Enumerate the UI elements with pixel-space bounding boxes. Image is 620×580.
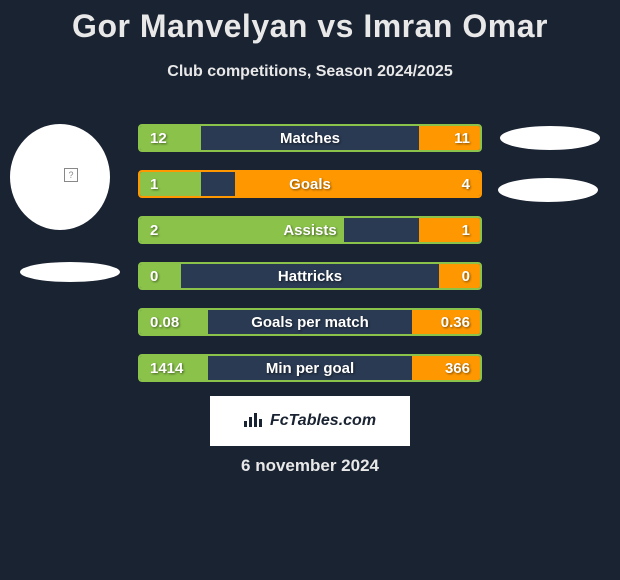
stat-row: 0.080.36Goals per match [138, 308, 482, 336]
stat-value-left: 1 [150, 172, 158, 196]
placeholder-icon: ? [64, 168, 78, 182]
stat-value-left: 12 [150, 126, 167, 150]
bar-right-fill [419, 218, 480, 242]
stat-value-right: 366 [445, 356, 470, 380]
player-left-avatar: ? [10, 124, 110, 230]
stat-label: Hattricks [140, 264, 480, 288]
logo-chart-icon [244, 411, 264, 432]
page-title: Gor Manvelyan vs Imran Omar [0, 0, 620, 45]
stat-row: 21Assists [138, 216, 482, 244]
stat-value-left: 0 [150, 264, 158, 288]
stats-bars: 1211Matches14Goals21Assists00Hattricks0.… [138, 124, 482, 400]
stat-row: 1211Matches [138, 124, 482, 152]
stat-value-left: 2 [150, 218, 158, 242]
stat-value-right: 11 [454, 126, 470, 150]
player-right-shadow-2 [498, 178, 598, 202]
stat-value-right: 4 [462, 172, 470, 196]
bar-right-fill [235, 172, 480, 196]
player-right-shadow-1 [500, 126, 600, 150]
stat-value-left: 1414 [150, 356, 183, 380]
logo-box: FcTables.com [210, 396, 410, 446]
stat-value-right: 0.36 [441, 310, 470, 334]
bar-right-fill [419, 126, 480, 150]
logo-text: FcTables.com [270, 412, 376, 430]
bar-left-fill [140, 218, 344, 242]
stat-row: 14Goals [138, 170, 482, 198]
player-left-shadow [20, 262, 120, 282]
bar-left-fill [140, 264, 181, 288]
stat-value-left: 0.08 [150, 310, 179, 334]
date-text: 6 november 2024 [0, 456, 620, 476]
stat-row: 0 0Hattricks [138, 262, 482, 290]
stat-value-right: 0 [462, 264, 470, 288]
page-subtitle: Club competitions, Season 2024/2025 [0, 63, 620, 81]
stat-value-right: 1 [462, 218, 470, 242]
stat-row: 1414366Min per goal [138, 354, 482, 382]
bar-right-fill [439, 264, 480, 288]
